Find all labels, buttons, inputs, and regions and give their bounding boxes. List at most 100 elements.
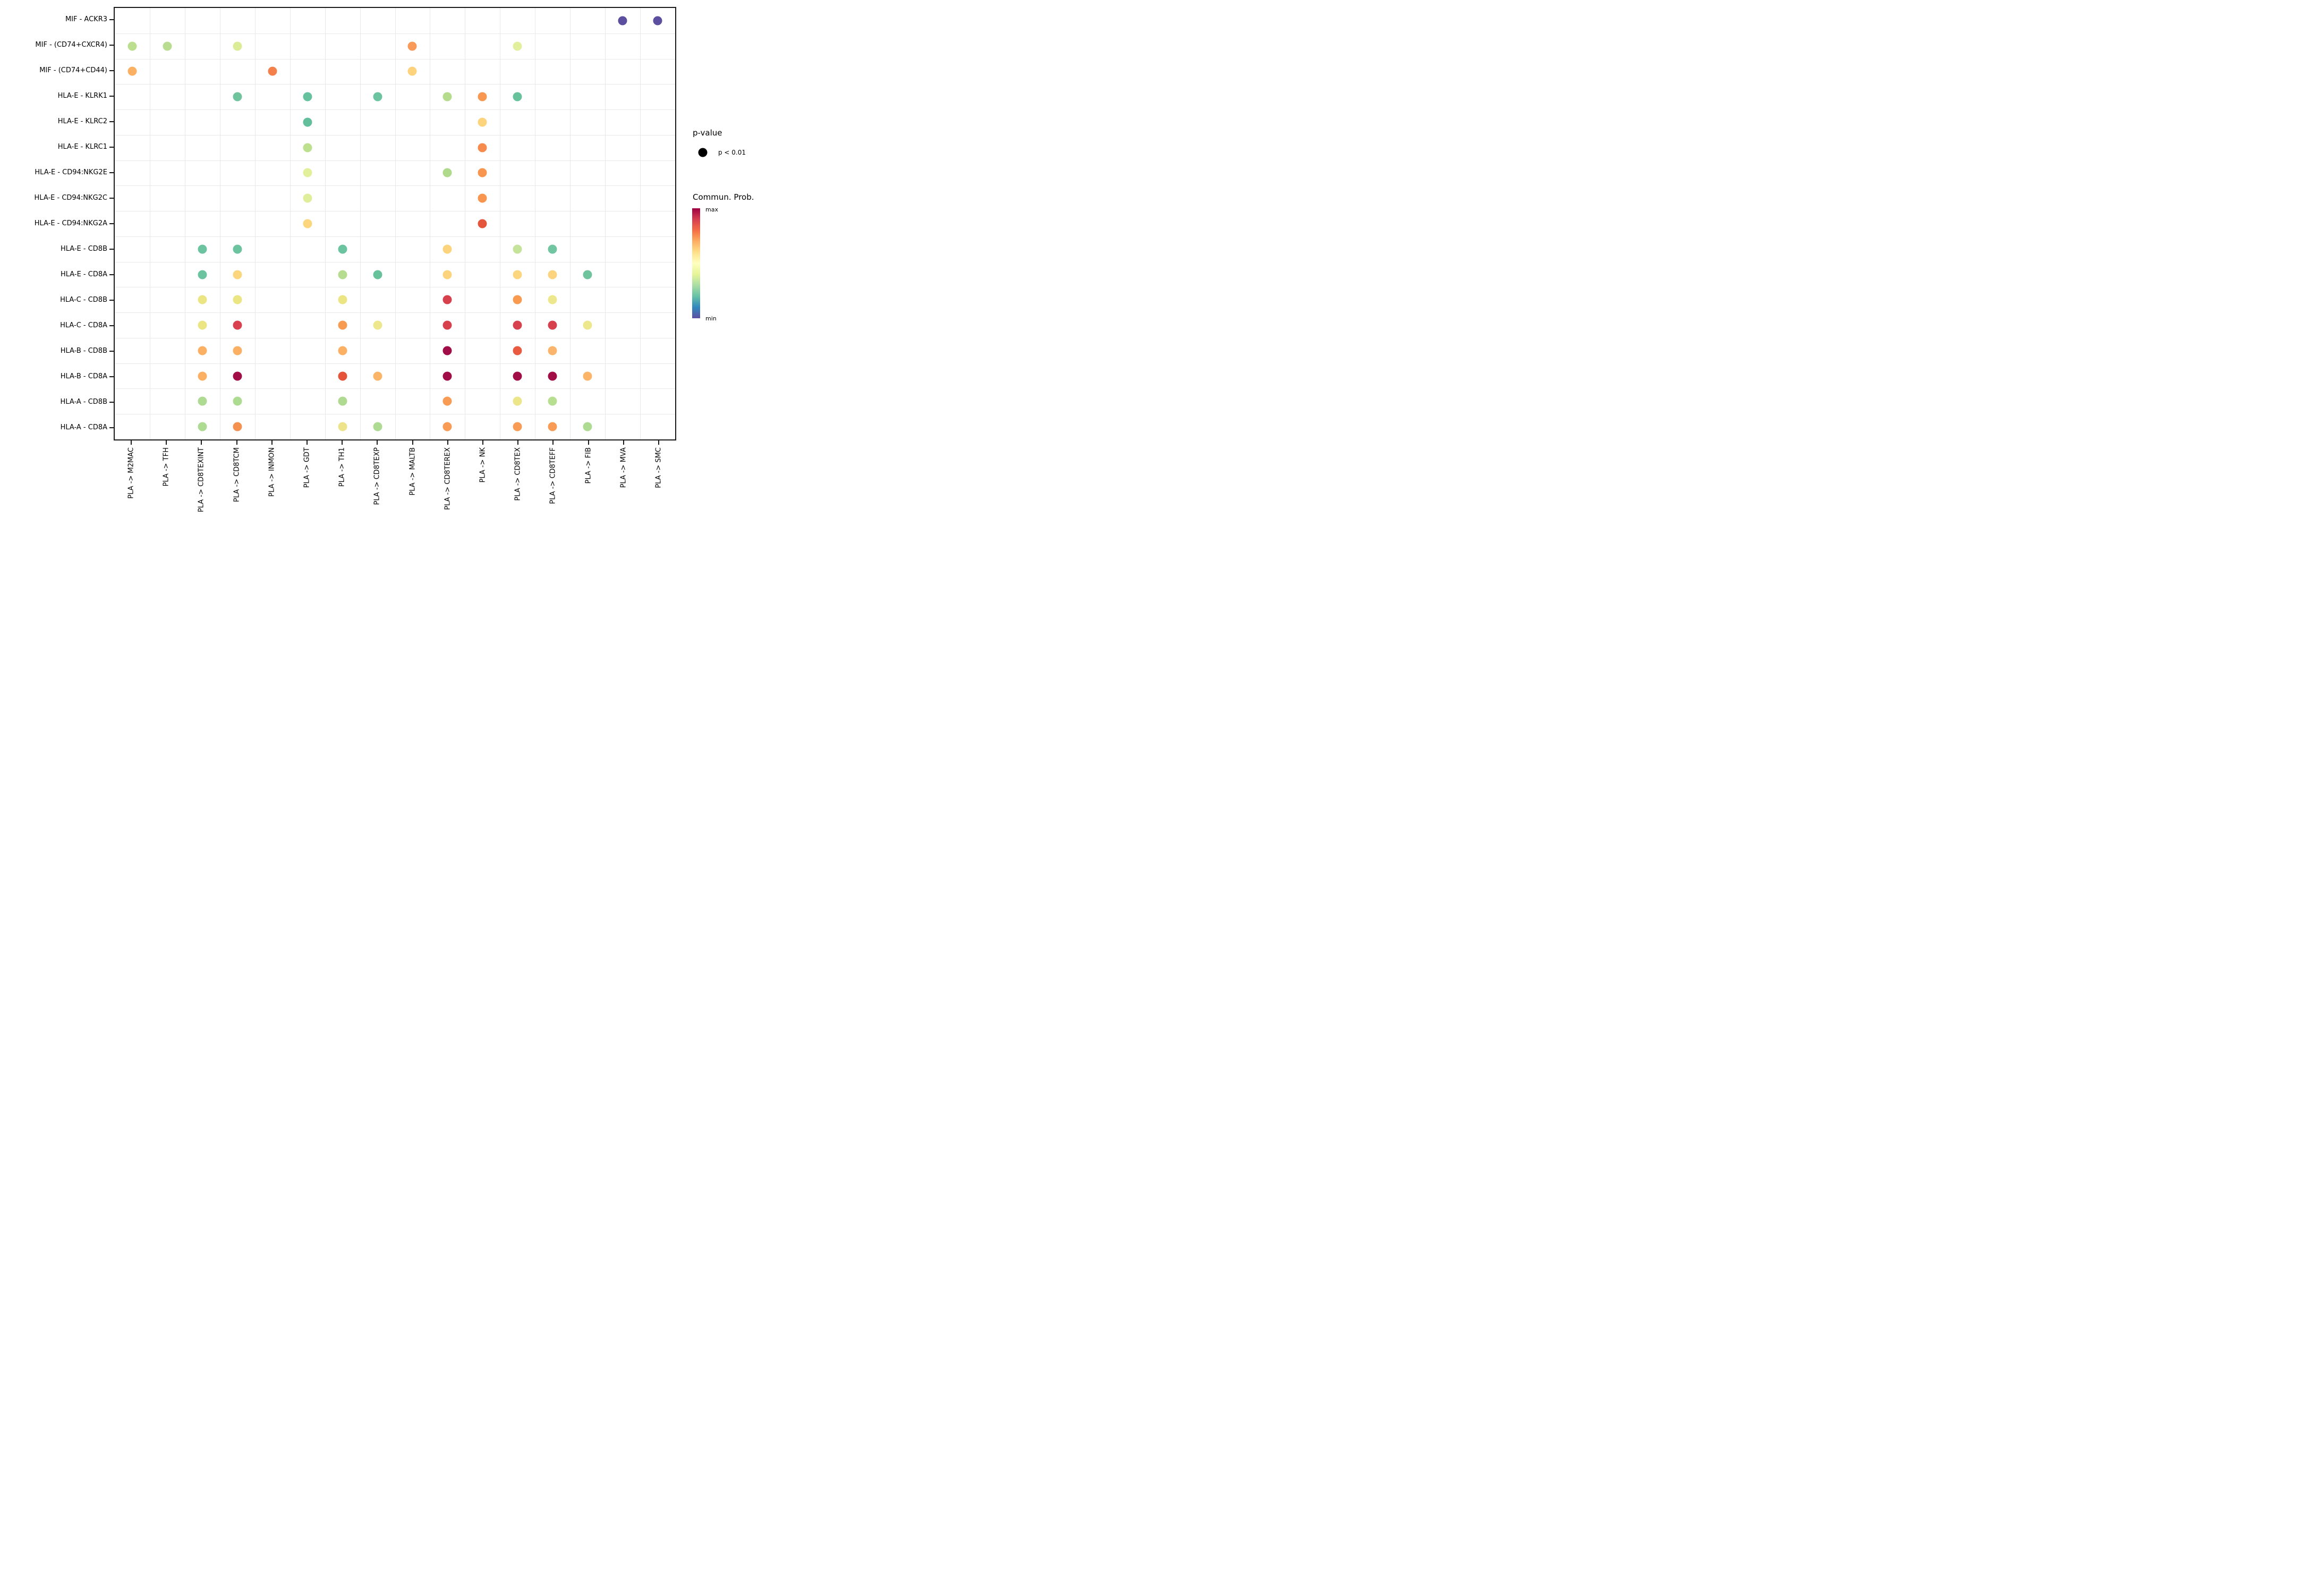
- x-axis-tick: [552, 440, 554, 445]
- gridline-horizontal: [115, 33, 675, 34]
- data-dot: [513, 320, 522, 330]
- x-axis-label: PLA -> GDT: [303, 447, 311, 488]
- data-dot: [233, 320, 242, 330]
- gridline-horizontal: [115, 109, 675, 111]
- data-dot: [338, 320, 347, 330]
- data-dot: [338, 346, 347, 355]
- data-dot: [338, 396, 347, 406]
- data-dot: [198, 244, 207, 254]
- data-dot: [338, 244, 347, 254]
- y-axis-label: HLA-E - CD94:NKG2E: [35, 168, 107, 176]
- data-dot: [268, 66, 277, 76]
- data-dot: [303, 193, 312, 203]
- data-dot: [442, 346, 452, 355]
- data-dot: [303, 168, 312, 177]
- gridline-horizontal: [115, 363, 675, 364]
- x-axis-tick: [307, 440, 308, 445]
- gridline-vertical: [570, 8, 571, 439]
- data-dot: [338, 422, 347, 431]
- data-dot: [303, 92, 312, 101]
- data-dot: [513, 396, 522, 406]
- gridline-horizontal: [115, 312, 675, 313]
- data-dot: [478, 117, 487, 127]
- y-axis-label: MIF - ACKR3: [65, 15, 107, 23]
- x-axis-tick: [517, 440, 519, 445]
- y-axis-tick: [109, 402, 114, 403]
- data-dot: [548, 346, 557, 355]
- gridline-vertical: [640, 8, 641, 439]
- data-dot: [127, 41, 137, 51]
- data-dot: [548, 371, 557, 381]
- y-axis-tick: [109, 325, 114, 326]
- gridline-vertical: [254, 8, 256, 439]
- plot-area: [114, 7, 676, 440]
- data-dot: [548, 422, 557, 431]
- x-axis-tick: [271, 440, 273, 445]
- x-axis-label: PLA -> CD8TCM: [233, 447, 241, 502]
- gridline-vertical: [605, 8, 606, 439]
- data-dot: [303, 143, 312, 152]
- data-dot: [373, 92, 382, 101]
- x-axis-label: PLA -> TFH: [162, 447, 171, 487]
- pvalue-legend-dot-icon: [698, 148, 708, 157]
- gridline-horizontal: [115, 236, 675, 237]
- y-axis-tick: [109, 351, 114, 352]
- gridline-vertical: [325, 8, 326, 439]
- data-dot: [163, 41, 172, 51]
- data-dot: [548, 396, 557, 406]
- x-axis-tick: [447, 440, 448, 445]
- data-dot: [513, 270, 522, 279]
- data-dot: [548, 270, 557, 279]
- x-axis-tick: [623, 440, 624, 445]
- data-dot: [442, 270, 452, 279]
- data-dot: [583, 371, 592, 381]
- data-dot: [548, 320, 557, 330]
- data-dot: [583, 320, 592, 330]
- y-axis-label: HLA-C - CD8A: [60, 321, 107, 329]
- x-axis-label: PLA -> INMON: [268, 447, 276, 497]
- data-dot: [373, 371, 382, 381]
- y-axis-label: HLA-C - CD8B: [60, 296, 107, 304]
- y-axis-tick: [109, 427, 114, 428]
- x-axis-tick: [658, 440, 659, 445]
- data-dot: [407, 66, 417, 76]
- x-axis-label: PLA -> NK: [479, 447, 487, 483]
- y-axis-label: HLA-E - CD94:NKG2A: [34, 219, 107, 227]
- data-dot: [583, 422, 592, 431]
- colorbar-legend-title: Commun. Prob.: [693, 192, 754, 202]
- y-axis-label: HLA-B - CD8B: [60, 347, 107, 355]
- y-axis-label: HLA-B - CD8A: [60, 372, 107, 380]
- gridline-vertical: [360, 8, 361, 439]
- data-dot: [653, 16, 662, 26]
- x-axis-tick: [412, 440, 413, 445]
- x-axis-label: PLA -> FIB: [584, 447, 593, 484]
- x-axis-label: PLA -> CD8TEX: [514, 447, 522, 501]
- gridline-horizontal: [115, 185, 675, 186]
- gridline-horizontal: [115, 160, 675, 161]
- y-axis-tick: [109, 223, 114, 224]
- data-dot: [513, 295, 522, 304]
- data-dot: [407, 41, 417, 51]
- data-dot: [513, 41, 522, 51]
- y-axis-tick: [109, 198, 114, 199]
- y-axis-tick: [109, 96, 114, 97]
- x-axis-label: PLA -> MALTB: [408, 447, 417, 496]
- gridline-vertical: [290, 8, 291, 439]
- data-dot: [478, 168, 487, 177]
- y-axis-label: HLA-A - CD8B: [60, 398, 107, 406]
- data-dot: [442, 295, 452, 304]
- data-dot: [233, 41, 242, 51]
- x-axis-tick: [377, 440, 378, 445]
- y-axis-label: MIF - (CD74+CD44): [39, 66, 107, 74]
- data-dot: [233, 244, 242, 254]
- x-axis-tick: [131, 440, 132, 445]
- data-dot: [442, 244, 452, 254]
- data-dot: [198, 396, 207, 406]
- bubble-plot-figure: MIF - ACKR3 MIF - (CD74+CXCR4) MIF - (CD74…: [0, 0, 774, 531]
- colorbar-gradient: [692, 208, 700, 318]
- colorbar-min-label: min: [705, 315, 717, 322]
- data-dot: [618, 16, 627, 26]
- data-dot: [338, 371, 347, 381]
- data-dot: [198, 320, 207, 330]
- data-dot: [373, 320, 382, 330]
